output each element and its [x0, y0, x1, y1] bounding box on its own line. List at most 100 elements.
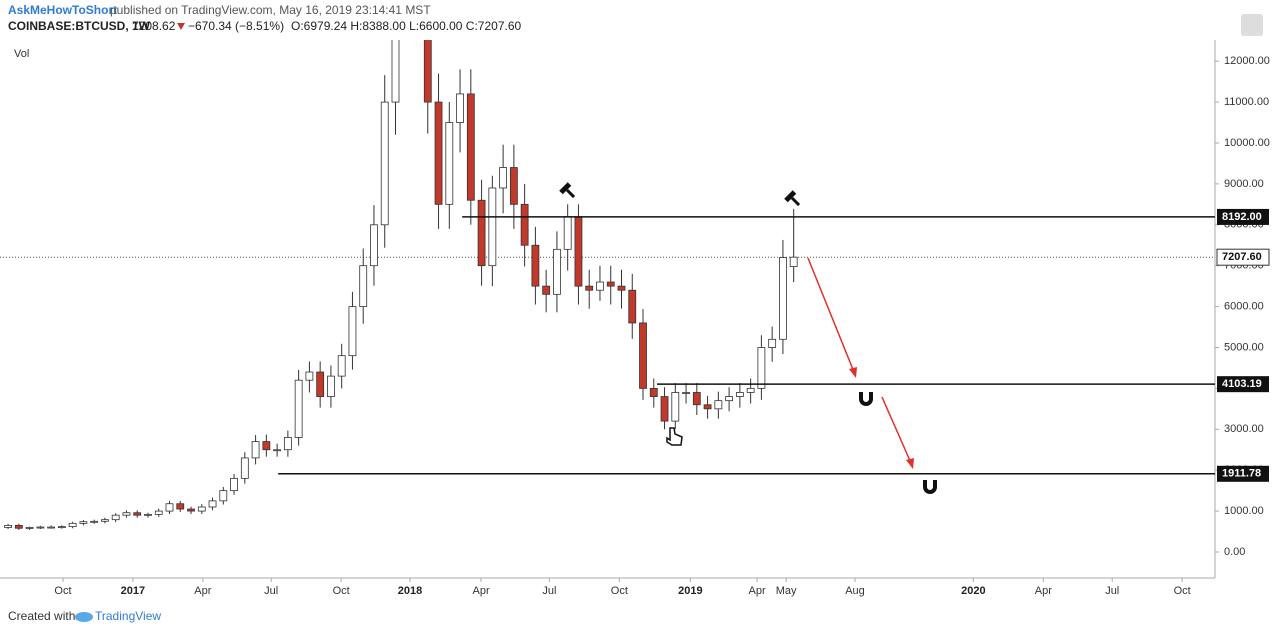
x-tick-label: May: [776, 585, 797, 597]
y-tick-label: 10000.00: [1224, 137, 1270, 149]
y-tick-label: 0.00: [1224, 546, 1245, 558]
candle-body: [133, 512, 142, 516]
candle-body: [197, 506, 206, 512]
candle-body: [101, 519, 109, 522]
candle-body: [606, 281, 615, 287]
candle-body: [90, 520, 99, 523]
y-tick-label: 5000.00: [1224, 341, 1264, 353]
candle-body: [488, 187, 497, 267]
candle-body: [57, 526, 66, 529]
candle-body: [477, 199, 486, 267]
candle-body: [176, 503, 185, 510]
candle-body: [283, 437, 292, 451]
candle-body: [165, 503, 174, 512]
candle-body: [36, 526, 45, 529]
candle-body: [25, 527, 34, 529]
level-label: 8192.00: [1222, 211, 1262, 223]
candle-body: [327, 375, 335, 397]
y-tick-label: 3000.00: [1224, 423, 1264, 435]
candle-body: [628, 289, 637, 324]
candle-body: [111, 514, 120, 521]
x-tick-label: Oct: [611, 585, 628, 597]
candle-body: [649, 387, 658, 397]
candle-body: [682, 392, 690, 394]
candle-body: [660, 396, 669, 422]
level-label: 4103.19: [1222, 378, 1262, 390]
candle-body: [262, 441, 271, 451]
author: AskMeHowToShort: [8, 3, 117, 17]
candle-body: [445, 122, 454, 205]
candle-body: [305, 371, 314, 381]
level-box: [1217, 376, 1269, 393]
level-box: [1217, 465, 1269, 482]
candle-body: [456, 93, 464, 123]
candle-body: [499, 167, 508, 189]
x-tick-label: Jul: [542, 585, 556, 597]
candle-body: [617, 285, 626, 291]
candle-body: [273, 449, 282, 452]
candle-body: [434, 101, 443, 205]
x-tick-label: 2020: [961, 585, 985, 597]
created-with: Created with: [8, 609, 75, 623]
hammer-icon: [559, 182, 576, 199]
x-tick-label: Oct: [54, 585, 71, 597]
candle-body: [14, 525, 23, 529]
candle-body: [671, 392, 680, 422]
current-price-label: 7207.60: [1222, 251, 1262, 263]
symbol: COINBASE:BTCUSD, 1W: [8, 19, 151, 33]
candle-body: [154, 510, 163, 515]
magnet-icon: [923, 480, 937, 494]
x-tick-label: Aug: [845, 585, 865, 597]
x-tick-label: Oct: [333, 585, 350, 597]
candle-body: [251, 441, 260, 459]
x-tick-label: Apr: [194, 585, 211, 597]
x-tick-label: 2019: [678, 585, 702, 597]
candle-body: [768, 338, 777, 348]
level-box: [1217, 208, 1269, 225]
candle-body: [746, 387, 755, 393]
candle-body: [230, 477, 238, 492]
x-tick-label: Jul: [264, 585, 278, 597]
candle-body: [4, 525, 12, 528]
arrow-head: [906, 458, 914, 469]
candle-body: [187, 508, 195, 512]
candle-body: [316, 371, 325, 397]
brand[interactable]: TradingView: [95, 609, 161, 623]
candle-body: [466, 93, 475, 201]
x-tick-label: Apr: [472, 585, 489, 597]
level-label: 1911.78: [1222, 468, 1261, 480]
candle-body: [68, 522, 77, 528]
candle-body: [596, 281, 604, 291]
candle-body: [240, 457, 249, 479]
candle-body: [757, 347, 766, 389]
candle-body: [725, 396, 734, 402]
snapshot-button[interactable]: [1241, 14, 1263, 36]
arrow: [807, 257, 855, 373]
hammer-icon: [784, 190, 801, 207]
x-tick-label: 2017: [121, 585, 145, 597]
candle-body: [692, 392, 701, 406]
candle-body: [208, 500, 217, 508]
candle-body: [294, 379, 303, 438]
candle-body: [531, 244, 540, 287]
candle-body: [509, 167, 518, 205]
y-tick-label: 1000.00: [1224, 505, 1264, 517]
candle-body: [380, 101, 389, 226]
annotations: [559, 182, 937, 494]
candle-body: [391, 40, 400, 103]
candle-body: [779, 257, 787, 340]
candle-body: [563, 216, 572, 250]
change: −670.34 (−8.51%): [188, 19, 284, 33]
candle-body: [520, 203, 529, 246]
candle-body: [703, 404, 712, 410]
candle-body: [423, 40, 432, 103]
candle-body: [553, 248, 561, 295]
candle-body: [348, 306, 357, 357]
x-tick-label: Jul: [1105, 585, 1119, 597]
volume-label: Vol: [14, 48, 29, 60]
y-tick-label: 9000.00: [1224, 178, 1264, 190]
candle-body: [122, 512, 131, 516]
candle-body: [714, 400, 723, 410]
